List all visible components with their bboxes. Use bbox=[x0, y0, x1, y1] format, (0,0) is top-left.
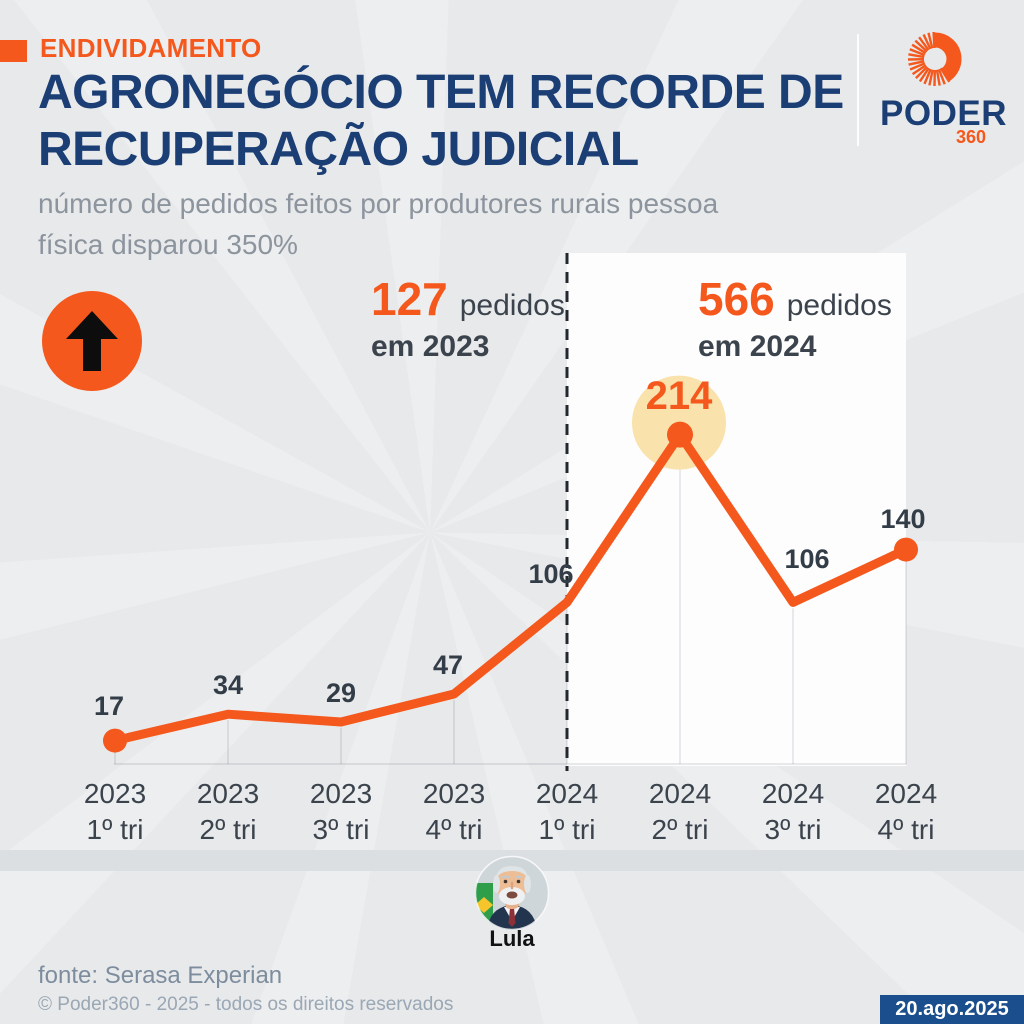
page-subtitle: número de pedidos feitos por produtores … bbox=[38, 183, 718, 265]
point-label: 47 bbox=[432, 650, 464, 680]
annotation-2023: 127 pedidos em 2023 bbox=[371, 272, 565, 364]
annotation-2023-unit: pedidos bbox=[459, 289, 565, 322]
point-label: 17 bbox=[93, 690, 125, 721]
brand-suffix: 360 bbox=[955, 127, 986, 147]
page-title: AGRONEGÓCIO TEM RECORDE DE RECUPERAÇÃO J… bbox=[38, 64, 844, 178]
point-label: 214 bbox=[645, 373, 713, 418]
point-label: 106 bbox=[784, 544, 830, 575]
brand-name: PODER bbox=[880, 94, 1007, 133]
subtitle-line1: número de pedidos feitos por produtores … bbox=[38, 188, 719, 219]
axis-label: 2023 2º tri bbox=[196, 778, 260, 845]
poder360-sunburst-icon bbox=[907, 31, 962, 87]
axis-label: 2024 2º tri bbox=[648, 778, 712, 845]
title-line2: RECUPERAÇÃO JUDICIAL bbox=[38, 123, 639, 176]
subtitle-line2: física disparou 350% bbox=[38, 229, 298, 260]
brand-divider bbox=[857, 34, 859, 146]
point-label: 29 bbox=[325, 677, 357, 708]
lula-avatar bbox=[474, 855, 550, 931]
annotation-2024-period: em 2024 bbox=[698, 330, 817, 363]
point-label: 34 bbox=[212, 670, 244, 701]
annotation-2023-period: em 2023 bbox=[371, 330, 490, 363]
axis-label: 2024 4º tri bbox=[874, 778, 938, 845]
kicker-label: ENDIVIDAMENTO bbox=[40, 33, 262, 63]
annotation-2024-unit: pedidos bbox=[786, 289, 892, 322]
up-arrow-icon bbox=[42, 291, 142, 391]
date-badge: 20.ago.2025 bbox=[880, 995, 1024, 1024]
source-text: fonte: Serasa Experian bbox=[38, 962, 283, 989]
copyright-text: © Poder360 - 2025 - todos os direitos re… bbox=[38, 994, 454, 1015]
title-line1: AGRONEGÓCIO TEM RECORDE DE bbox=[38, 66, 844, 119]
kicker-square bbox=[0, 40, 27, 62]
axis-label: 2023 3º tri bbox=[309, 778, 373, 845]
avatar-label: Lula bbox=[489, 926, 535, 951]
annotation-2024-value: 566 bbox=[698, 273, 775, 325]
annotation-2023-value: 127 bbox=[371, 273, 448, 325]
axis-label: 2023 1º tri bbox=[83, 778, 147, 845]
axis-label: 2024 3º tri bbox=[761, 778, 825, 845]
point-label: 106 bbox=[528, 559, 574, 590]
axis-label: 2023 4º tri bbox=[422, 778, 486, 845]
axis-label: 2024 1º tri bbox=[535, 778, 599, 845]
annotation-2024: 566 pedidos em 2024 bbox=[698, 272, 892, 364]
point-label: 140 bbox=[880, 503, 926, 534]
